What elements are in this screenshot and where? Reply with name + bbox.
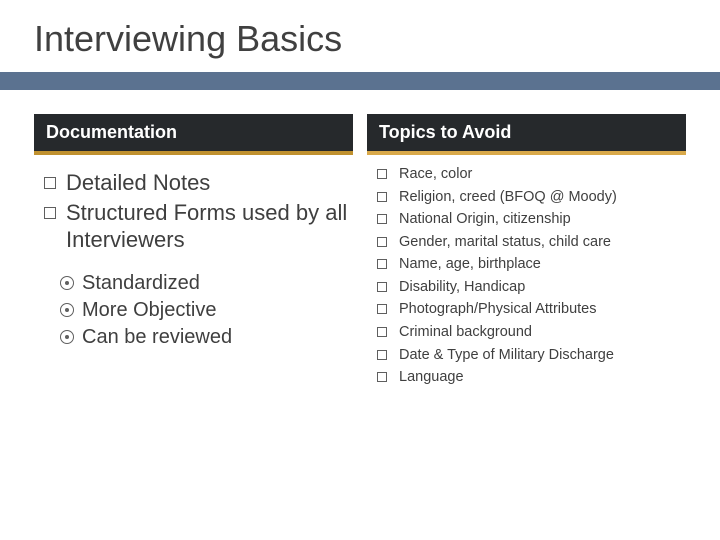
- columns: Documentation Detailed Notes Structured …: [0, 90, 720, 391]
- list-item: Disability, Handicap: [377, 278, 686, 298]
- list-item: More Objective: [60, 297, 353, 324]
- right-content: Race, color Religion, creed (BFOQ @ Mood…: [367, 155, 686, 388]
- list-item: Gender, marital status, child care: [377, 233, 686, 253]
- list-item: National Origin, citizenship: [377, 210, 686, 230]
- list-item: Criminal background: [377, 323, 686, 343]
- avoid-list: Race, color Religion, creed (BFOQ @ Mood…: [377, 165, 686, 388]
- list-item: Detailed Notes: [44, 169, 353, 197]
- list-item: Religion, creed (BFOQ @ Moody): [377, 188, 686, 208]
- list-item: Photograph/Physical Attributes: [377, 300, 686, 320]
- list-item: Standardized: [60, 270, 353, 297]
- list-item: Can be reviewed: [60, 324, 353, 351]
- list-item: Name, age, birthplace: [377, 255, 686, 275]
- slide-title: Interviewing Basics: [0, 0, 720, 70]
- documentation-list: Detailed Notes Structured Forms used by …: [44, 169, 353, 254]
- left-content: Detailed Notes Structured Forms used by …: [34, 155, 353, 351]
- list-item: Structured Forms used by all Interviewer…: [44, 199, 353, 254]
- accent-bar: [0, 72, 720, 90]
- documentation-sublist: Standardized More Objective Can be revie…: [44, 270, 353, 351]
- list-item: Race, color: [377, 165, 686, 185]
- slide: Interviewing Basics Documentation Detail…: [0, 0, 720, 540]
- right-column: Topics to Avoid Race, color Religion, cr…: [367, 114, 686, 391]
- left-column: Documentation Detailed Notes Structured …: [34, 114, 353, 391]
- list-item: Date & Type of Military Discharge: [377, 346, 686, 366]
- list-item: Language: [377, 368, 686, 388]
- left-header: Documentation: [34, 114, 353, 155]
- right-header: Topics to Avoid: [367, 114, 686, 155]
